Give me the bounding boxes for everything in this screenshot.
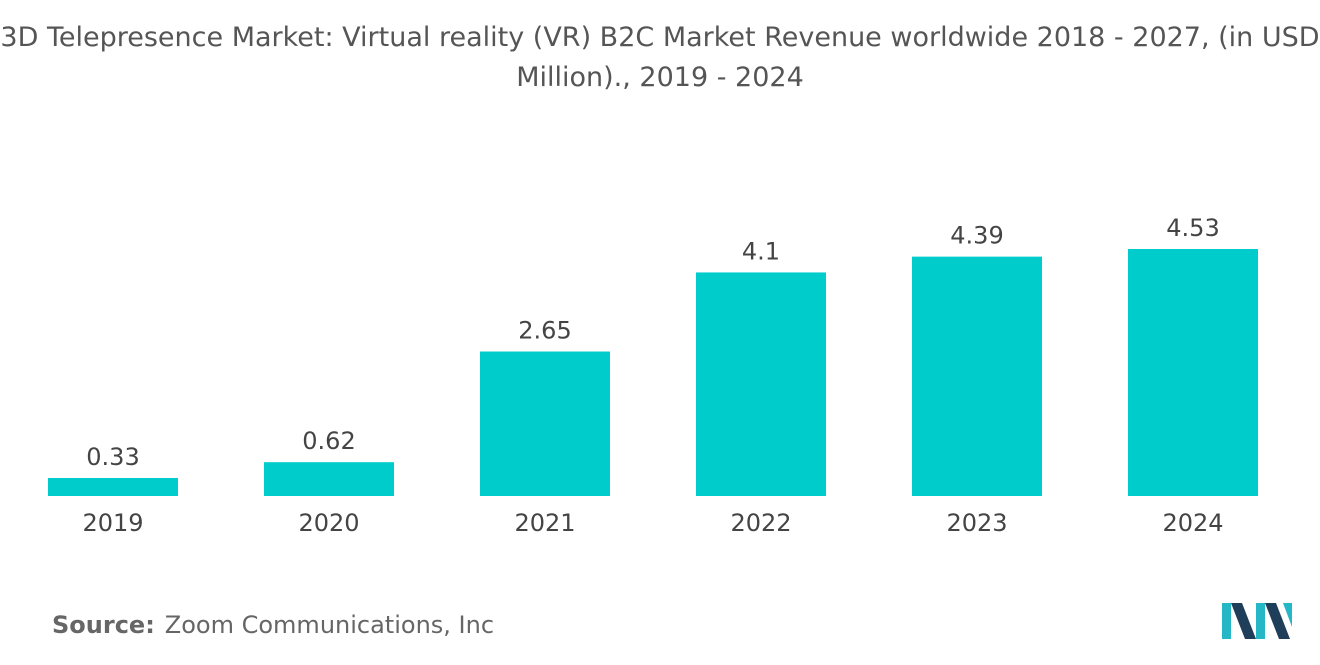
- bar-2024: [1128, 249, 1258, 496]
- bar-value-label-2024: 4.53: [1166, 214, 1219, 242]
- x-tick-label-2019: 2019: [82, 509, 143, 537]
- bar-2021: [480, 351, 610, 496]
- x-tick-label-2022: 2022: [730, 509, 791, 537]
- bars-group: [48, 249, 1258, 496]
- x-tick-label-2023: 2023: [946, 509, 1007, 537]
- logo-middle-stroke: [1256, 603, 1265, 639]
- source-label: Source:: [52, 611, 155, 639]
- bar-value-label-2019: 0.33: [86, 443, 139, 471]
- x-tick-labels-group: 2019 2020 2021 2022 2023 2024: [82, 509, 1223, 537]
- x-tick-label-2024: 2024: [1162, 509, 1223, 537]
- source-note: Source: Zoom Communications, Inc: [52, 611, 494, 639]
- bar-value-labels-group: 0.33 0.62 2.65 4.1 4.39 4.53: [86, 214, 1219, 471]
- logo-left-diagonal: [1231, 603, 1256, 639]
- bar-value-label-2023: 4.39: [950, 222, 1003, 250]
- bar-value-label-2020: 0.62: [302, 427, 355, 455]
- mordor-intelligence-logo-icon: [1222, 603, 1292, 639]
- logo-left-stroke: [1222, 603, 1231, 639]
- bar-2022: [696, 272, 826, 496]
- bar-value-label-2021: 2.65: [518, 317, 571, 345]
- logo-right-diagonal: [1265, 603, 1290, 639]
- bar-chart: 0.33 0.62 2.65 4.1 4.39 4.53 2019 2020 2021 2022…: [48, 214, 1258, 537]
- bar-2019: [48, 478, 178, 496]
- bar-value-label-2022: 4.1: [742, 237, 780, 265]
- source-text: Zoom Communications, Inc: [164, 611, 495, 639]
- x-tick-label-2021: 2021: [514, 509, 575, 537]
- bar-2023: [912, 256, 1042, 496]
- x-tick-label-2020: 2020: [298, 509, 359, 537]
- bar-2020: [264, 462, 394, 496]
- chart-title: 3D Telepresence Market: Virtual reality …: [0, 22, 1320, 93]
- logo-right-stroke: [1283, 603, 1292, 627]
